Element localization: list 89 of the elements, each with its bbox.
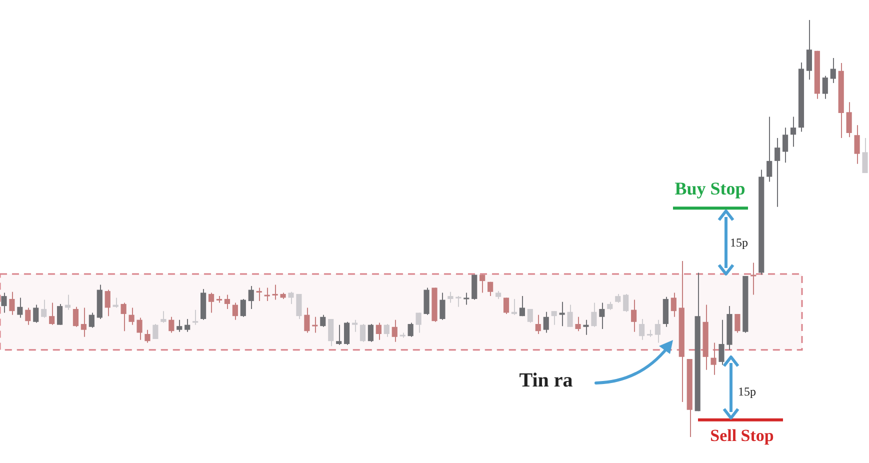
- candlestick: [710, 342, 716, 376]
- candlestick: [49, 302, 55, 326]
- candlestick: [575, 316, 581, 332]
- candlestick: [368, 323, 374, 342]
- candlestick: [488, 281, 494, 297]
- candlestick: [272, 284, 278, 300]
- ref-line-label: Sell Stop: [710, 426, 774, 446]
- candlestick: [567, 304, 573, 328]
- candlestick: [376, 322, 382, 340]
- candlestick: [654, 319, 661, 344]
- candlestick: [464, 292, 470, 306]
- candlestick: [511, 298, 518, 316]
- candlestick: [88, 312, 94, 328]
- candlestick: [583, 319, 589, 336]
- candlestick: [208, 292, 214, 314]
- candlestick: [144, 329, 150, 344]
- candlestick: [440, 292, 446, 320]
- candlestick: [104, 289, 110, 317]
- candlestick: [718, 319, 724, 366]
- candlestick: [304, 307, 310, 334]
- candlestick: [535, 314, 541, 334]
- candlestick: [591, 302, 597, 328]
- annotation: 15p: [730, 236, 748, 250]
- candlestick: [176, 319, 182, 332]
- candlestick: [551, 310, 557, 326]
- candlestick: [288, 291, 294, 304]
- candlestick: [559, 301, 565, 327]
- candlestick: [806, 20, 812, 80]
- candlestick: [670, 292, 676, 318]
- candlestick: [774, 138, 780, 208]
- candlestick: [152, 323, 158, 340]
- candlestick: [543, 311, 549, 334]
- candlestick: [734, 313, 740, 334]
- candlestick: [631, 299, 637, 332]
- candlestick: [248, 286, 254, 310]
- candlestick: [599, 302, 605, 330]
- candlestick: [320, 314, 326, 328]
- candlestick: [790, 116, 796, 148]
- candlestick: [25, 307, 31, 326]
- candlestick: [503, 297, 510, 314]
- candlestick: [344, 321, 350, 346]
- candlestick: [416, 312, 422, 334]
- candlestick: [224, 294, 230, 310]
- candlestick: [448, 291, 454, 304]
- candlestick: [33, 304, 39, 324]
- candlestick: [336, 324, 342, 346]
- candlestick: [328, 318, 334, 347]
- candlestick: [480, 274, 486, 294]
- candlestick: [392, 319, 398, 342]
- candlestick: [232, 302, 238, 320]
- candlestick: [782, 127, 788, 164]
- candlestick: [9, 291, 15, 316]
- candlestick: [72, 306, 79, 328]
- annotation: Tin ra: [519, 370, 573, 392]
- candlestick: [854, 124, 860, 164]
- candlestick: [623, 293, 629, 312]
- candlestick: [846, 102, 852, 138]
- candlestick: [750, 262, 756, 296]
- candlestick: [408, 322, 414, 338]
- candlestick: [384, 323, 390, 338]
- candlestick: [519, 296, 525, 317]
- candlestick: [296, 293, 302, 320]
- candlestick: [456, 296, 462, 308]
- candlestick: [312, 316, 318, 334]
- candlestick: [80, 307, 86, 338]
- candlestick: [112, 297, 118, 308]
- candlestick: [862, 138, 868, 174]
- candlestick: [136, 317, 142, 340]
- candlestick: [128, 307, 134, 326]
- candlestick: [360, 323, 366, 342]
- candlestick: [264, 287, 270, 302]
- candlestick: [120, 302, 126, 332]
- candlestick: [766, 116, 772, 182]
- candlestick: [352, 319, 358, 332]
- candlestick: [1, 292, 7, 314]
- candlestick: [638, 318, 645, 340]
- candlestick: [240, 298, 246, 318]
- candlestick: [822, 75, 828, 100]
- annotation: 15p: [738, 384, 756, 400]
- candlestick: [17, 297, 23, 318]
- candlestick: [527, 308, 533, 324]
- candlestick: [256, 287, 262, 302]
- candlestick: [57, 303, 63, 326]
- candlestick: [41, 299, 47, 318]
- ref-line-label: Buy Stop: [674, 178, 746, 200]
- candlestick: [184, 318, 190, 332]
- candlestick: [168, 316, 174, 334]
- candlestick: [160, 310, 166, 324]
- candlestick: [830, 57, 836, 84]
